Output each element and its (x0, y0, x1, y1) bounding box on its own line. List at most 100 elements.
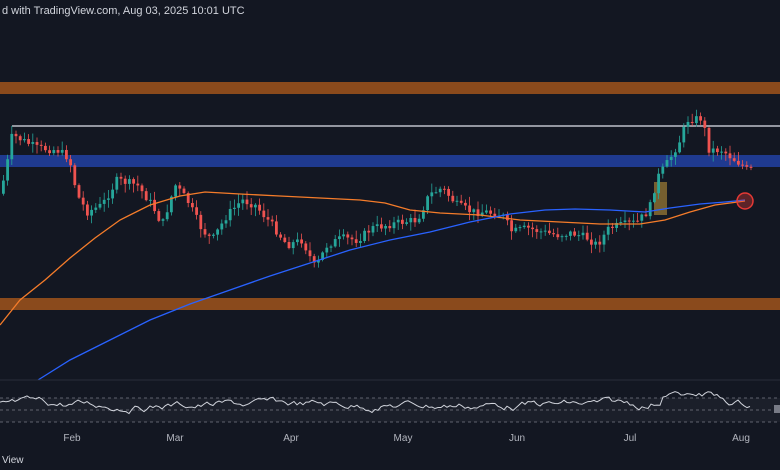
price-chart[interactable]: Feb Mar Apr May Jun Jul Aug (0, 0, 780, 452)
candle-body (291, 242, 295, 249)
candle-body (39, 144, 43, 146)
lower-support-band (0, 298, 780, 310)
candle-body (170, 196, 173, 213)
candle-body (661, 166, 665, 174)
candle-body (81, 197, 85, 205)
candle-body (228, 208, 232, 221)
candle-body (149, 199, 152, 201)
candle-body (560, 236, 564, 238)
candle-body (711, 148, 715, 153)
month-label-feb: Feb (63, 433, 81, 444)
candle-body (493, 213, 497, 218)
candle-body (346, 234, 350, 238)
candle-body (535, 229, 539, 232)
candle-body (367, 230, 371, 233)
month-label-mar: Mar (166, 433, 184, 444)
candle-body (594, 241, 597, 245)
candle-body (438, 188, 442, 193)
candle-body (598, 241, 602, 245)
candle-body (44, 145, 47, 151)
candle-body (539, 231, 543, 233)
candle-body (132, 179, 135, 184)
candle-body (569, 231, 572, 236)
candle-body (14, 133, 18, 137)
candle-body (577, 235, 581, 237)
candle-body (472, 209, 476, 213)
candle-body (342, 234, 345, 237)
candle-body (102, 199, 106, 204)
rsi-line (0, 391, 751, 415)
candle-body (707, 127, 711, 153)
candle-body (548, 230, 551, 234)
candle-body (468, 205, 471, 213)
candle-body (724, 151, 728, 154)
candle-body (401, 219, 404, 224)
candle-body (94, 207, 98, 210)
candle-body (270, 219, 274, 222)
month-label-jun: Jun (509, 433, 525, 444)
candle-body (144, 191, 148, 201)
candle-body (476, 209, 480, 216)
candle-body (207, 234, 211, 236)
candle-body (615, 223, 618, 228)
rsi-pane-handle[interactable] (774, 405, 780, 413)
candle-body (308, 250, 312, 257)
candle-body (86, 204, 89, 216)
candle-body (182, 188, 186, 194)
candle-body (690, 121, 694, 124)
candle-body (585, 232, 589, 240)
candle-body (573, 231, 576, 236)
candle-body (304, 243, 308, 251)
candle-body (669, 156, 673, 161)
candle-body (119, 176, 123, 179)
candle-body (279, 234, 282, 238)
candle-body (737, 160, 740, 165)
candle-body (636, 220, 639, 222)
candle-body (48, 150, 51, 154)
candle-body (531, 227, 534, 230)
candle-body (522, 225, 526, 228)
candle-body (375, 224, 379, 227)
month-label-apr: Apr (283, 433, 299, 444)
candle-body (426, 196, 429, 211)
candle-body (191, 202, 194, 208)
candle-body (18, 136, 22, 141)
candle-body (300, 239, 303, 244)
candle-body (2, 180, 5, 194)
candle-body (195, 207, 198, 215)
candle-body (350, 237, 354, 240)
candle-body (325, 247, 329, 253)
candle-body (518, 227, 522, 229)
candle-body (384, 226, 387, 229)
candle-body (480, 212, 484, 216)
candle-body (186, 193, 190, 203)
candle-body (199, 214, 203, 230)
candle-body (682, 126, 686, 143)
candle-body (107, 198, 110, 200)
candle-body (451, 195, 455, 202)
candle-body (396, 219, 400, 223)
candle-body (258, 204, 261, 211)
month-label-aug: Aug (732, 433, 750, 444)
candle-body (510, 220, 513, 232)
candle-body (90, 209, 93, 216)
candle-body (506, 214, 509, 221)
candle-body (321, 252, 324, 260)
candle-body (220, 223, 224, 230)
moving-average-orange (0, 191, 746, 326)
candle-body (178, 185, 182, 189)
candle-body (203, 229, 207, 235)
candle-body (224, 220, 228, 224)
candle-body (165, 212, 169, 220)
candle-body (455, 200, 459, 202)
candle-body (665, 160, 669, 167)
candle-body (157, 211, 161, 221)
candle-body (111, 189, 114, 199)
candle-body (65, 149, 68, 160)
candle-body (728, 153, 732, 159)
candle-body (749, 166, 753, 168)
candle-body (552, 233, 555, 235)
candle-body (233, 207, 236, 209)
candle-body (632, 220, 635, 222)
candle-body (262, 210, 266, 218)
